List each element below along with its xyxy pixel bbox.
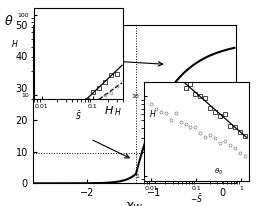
Text: $H$: $H$ bbox=[149, 108, 156, 119]
X-axis label: $-\bar{S}$: $-\bar{S}$ bbox=[190, 192, 203, 205]
Text: $H$: $H$ bbox=[104, 104, 114, 116]
Y-axis label: $H$: $H$ bbox=[11, 38, 18, 49]
Y-axis label: $\theta$: $\theta$ bbox=[4, 14, 13, 28]
X-axis label: $\chi_W$: $\chi_W$ bbox=[125, 200, 144, 206]
X-axis label: $\bar{S}$: $\bar{S}$ bbox=[75, 109, 82, 122]
Text: $\theta_0$: $\theta_0$ bbox=[214, 167, 223, 177]
Y-axis label: $H$: $H$ bbox=[114, 106, 122, 117]
